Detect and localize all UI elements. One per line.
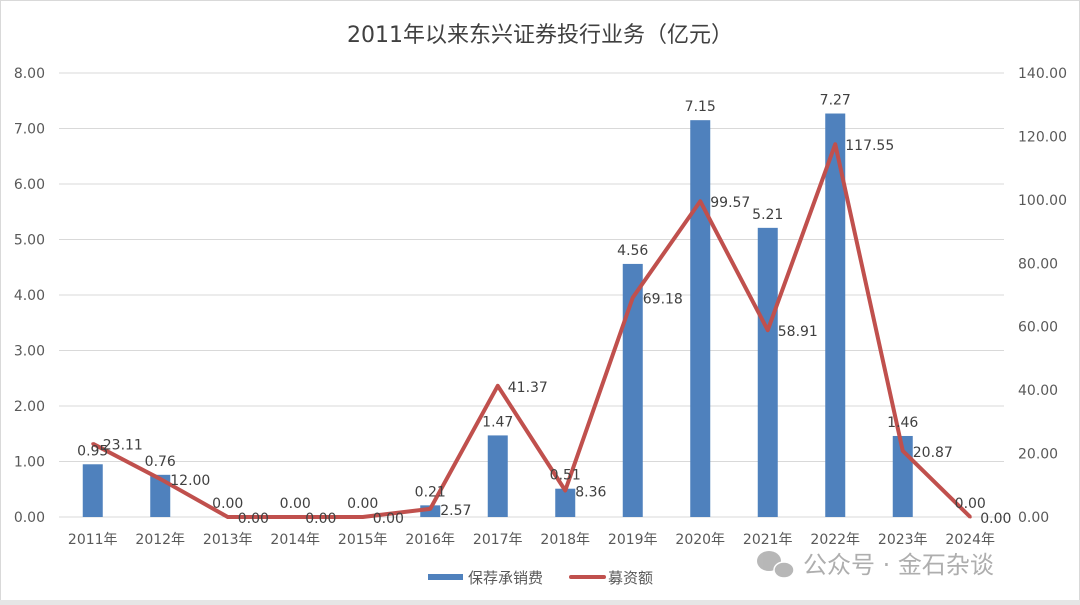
line-point [91, 442, 95, 446]
bar-data-label: 4.56 [617, 243, 648, 259]
bar [487, 435, 508, 517]
bar [825, 113, 846, 517]
line-point [496, 384, 500, 388]
y-left-tick-label: 2.00 [14, 399, 45, 415]
x-tick-label: 2011年 [68, 532, 118, 548]
line-point [833, 142, 837, 146]
x-tick-label: 2013年 [203, 532, 253, 548]
y-left-tick-label: 1.00 [14, 455, 45, 471]
line-point [766, 328, 770, 332]
y-right-tick-label: 60.00 [1018, 320, 1058, 336]
line-data-label: 23.11 [103, 438, 143, 454]
bar-data-label: 0.76 [145, 454, 176, 470]
bar [555, 488, 576, 517]
x-tick-label: 2021年 [743, 532, 793, 548]
x-tick-label: 2012年 [135, 532, 185, 548]
bar [150, 474, 171, 517]
x-tick-label: 2018年 [540, 532, 590, 548]
line-data-label: 58.91 [778, 324, 818, 340]
bar [622, 263, 643, 517]
legend-swatch-bar [428, 574, 463, 580]
bar-data-label: 0.00 [955, 496, 986, 512]
line-data-label: 99.57 [710, 195, 750, 211]
x-tick-label: 2020年 [675, 532, 725, 548]
line-point [631, 296, 635, 300]
y-left-tick-label: 0.00 [14, 510, 45, 526]
x-tick-label: 2015年 [338, 532, 388, 548]
y-left-tick-label: 5.00 [14, 233, 45, 249]
bar-data-label: 0.00 [280, 496, 311, 512]
watermark-text: 公众号 · 金石杂谈 [803, 551, 994, 579]
line-data-label: 0.00 [305, 511, 336, 527]
bar-data-label: 0.00 [347, 496, 378, 512]
bar-data-label: 0.95 [77, 443, 108, 459]
x-tick-label: 2023年 [878, 532, 928, 548]
line-point [226, 515, 230, 519]
y-right-tick-label: 140.00 [1018, 66, 1067, 82]
bar [420, 505, 441, 517]
bar-data-label: 0.00 [212, 496, 243, 512]
line-data-label: 69.18 [643, 292, 683, 308]
bar-data-label: 0.21 [415, 484, 446, 500]
line-data-label: 0.00 [373, 511, 404, 527]
line-point [698, 199, 702, 203]
watermark: 公众号 · 金石杂谈 [757, 551, 994, 579]
line-data-label: 8.36 [575, 484, 606, 500]
line-point [563, 488, 567, 492]
line-data-label: 0.00 [980, 511, 1011, 527]
line-point [901, 449, 905, 453]
x-tick-label: 2024年 [945, 532, 995, 548]
line-series [91, 142, 972, 519]
line-data-label: 12.00 [170, 473, 210, 489]
line-point [968, 515, 972, 519]
legend: 保荐承销费 募资额 [428, 569, 653, 587]
bar-data-label: 0.51 [550, 468, 581, 484]
bar-data-label: 7.27 [820, 93, 851, 109]
line-data-label: 0.00 [238, 511, 269, 527]
y-right-tick-label: 0.00 [1018, 510, 1049, 526]
line-point [361, 515, 365, 519]
y-right-tick-label: 100.00 [1018, 193, 1067, 209]
x-tick-label: 2014年 [270, 532, 320, 548]
bar [757, 227, 778, 517]
line-point [293, 515, 297, 519]
legend-label-bar: 保荐承销费 [468, 569, 543, 587]
x-tick-label: 2022年 [810, 532, 860, 548]
line-data-label: 20.87 [913, 445, 953, 461]
bar-data-label: 1.47 [482, 414, 513, 430]
legend-label-line: 募资额 [608, 569, 653, 587]
bar-data-label: 5.21 [752, 207, 783, 223]
chart-title: 2011年以来东兴证券投行业务（亿元） [347, 23, 733, 48]
bar-data-label: 7.15 [685, 99, 716, 115]
y-right-tick-label: 20.00 [1018, 447, 1058, 463]
x-tick-label: 2017年 [473, 532, 523, 548]
line-data-label: 117.55 [845, 138, 894, 154]
bar [82, 464, 103, 517]
bar [690, 120, 711, 518]
line-data-label: 2.57 [440, 503, 471, 519]
wechat-icon-small [773, 561, 795, 579]
line-point [158, 477, 162, 481]
y-left-tick-label: 3.00 [14, 344, 45, 360]
y-right-tick-label: 80.00 [1018, 256, 1058, 272]
bar-data-label: 1.46 [887, 415, 918, 431]
y-left-tick-label: 8.00 [14, 66, 45, 82]
line-point [428, 507, 432, 511]
y-left-tick-label: 4.00 [14, 288, 45, 304]
y-left-tick-label: 6.00 [14, 177, 45, 193]
x-tick-label: 2019年 [608, 532, 658, 548]
y-left-tick-label: 7.00 [14, 122, 45, 138]
x-tick-label: 2016年 [405, 532, 455, 548]
y-right-tick-label: 40.00 [1018, 383, 1058, 399]
line-data-label: 41.37 [508, 380, 548, 396]
y-right-tick-label: 120.00 [1018, 129, 1067, 145]
bottom-strip [0, 600, 1080, 605]
